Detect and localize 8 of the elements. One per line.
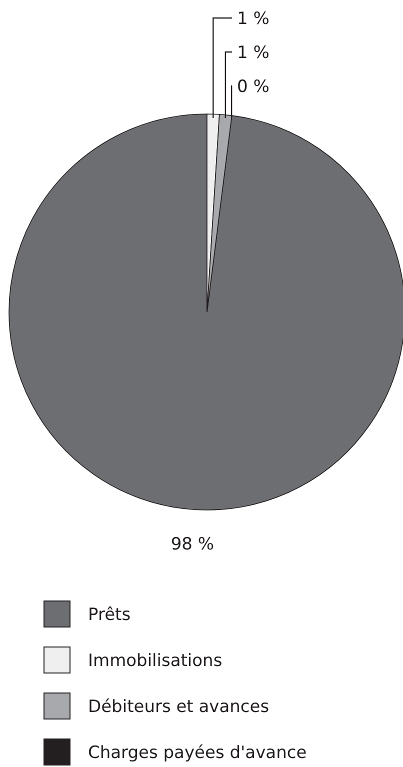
data-label: 1 % bbox=[237, 8, 270, 29]
legend-label: Prêts bbox=[88, 604, 131, 625]
data-label: 1 % bbox=[237, 42, 270, 63]
legend-label: Immobilisations bbox=[88, 650, 222, 671]
legend-label: Débiteurs et avances bbox=[88, 696, 270, 717]
legend-label: Charges payées d'avance bbox=[88, 742, 307, 763]
text: 0 % bbox=[237, 76, 270, 97]
data-label: 98 % bbox=[170, 534, 214, 554]
